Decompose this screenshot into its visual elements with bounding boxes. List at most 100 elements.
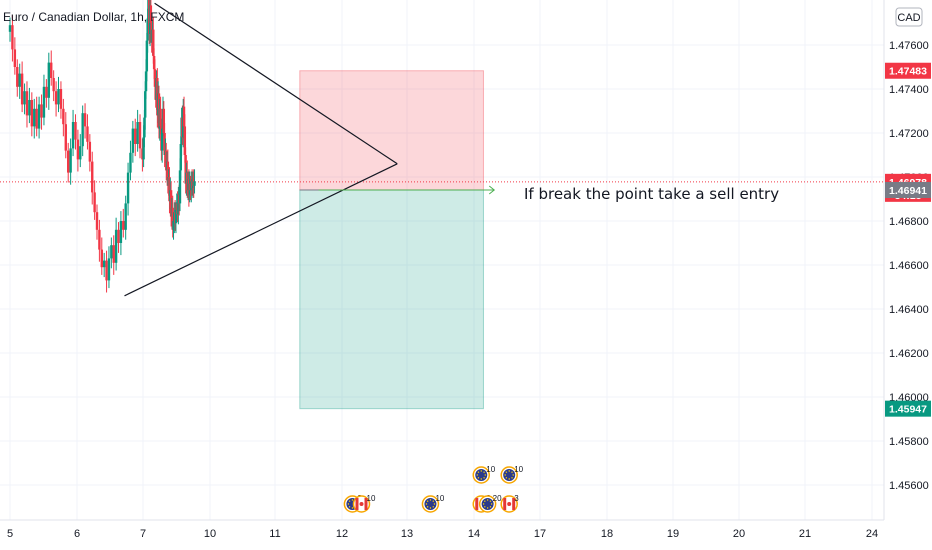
event-count: 10 — [486, 465, 495, 474]
candle — [105, 250, 108, 293]
candle — [129, 140, 132, 181]
candle — [88, 134, 92, 172]
candle — [67, 142, 70, 183]
candle — [30, 92, 34, 137]
candle — [166, 149, 170, 194]
eu-event-icon[interactable]: 10 — [421, 494, 445, 513]
candle — [126, 162, 130, 216]
ca-event-icon[interactable]: 3 — [500, 494, 519, 513]
currency-label: CAD — [897, 12, 920, 24]
y-tick-label: 1.46200 — [889, 348, 929, 360]
candle — [33, 98, 36, 139]
candle — [107, 246, 111, 289]
trendlines[interactable] — [124, 2, 398, 297]
candle — [79, 134, 82, 168]
currency-button[interactable]: CAD — [895, 7, 923, 27]
candle — [11, 15, 14, 62]
svg-text:1.46941: 1.46941 — [889, 185, 927, 197]
event-count: 20 — [493, 494, 502, 503]
candle — [171, 195, 174, 238]
eu-event-icon[interactable]: 10 — [500, 465, 524, 484]
candle — [16, 59, 19, 97]
x-tick-label: 11 — [269, 528, 280, 540]
event-count: 10 — [367, 494, 376, 503]
candle — [112, 235, 115, 275]
candle — [25, 81, 29, 128]
price-label: 1.47483 — [885, 62, 931, 79]
candle — [110, 237, 113, 269]
candle — [45, 79, 48, 108]
candle — [28, 87, 31, 124]
candle — [138, 114, 142, 159]
candle — [37, 96, 41, 139]
candle — [124, 195, 127, 240]
candle — [119, 211, 123, 256]
candle — [83, 103, 87, 139]
lower-trendline[interactable] — [124, 163, 398, 297]
event-count: 10 — [435, 494, 444, 503]
candle — [122, 208, 125, 238]
x-tick-label: 20 — [733, 528, 745, 540]
candle — [23, 83, 26, 115]
x-tick-label: 17 — [534, 528, 546, 540]
y-tick-label: 1.47600 — [889, 40, 929, 52]
candle — [40, 94, 43, 130]
x-tick-label: 24 — [866, 528, 878, 540]
candle — [57, 76, 60, 113]
event-count: 10 — [514, 465, 523, 474]
y-tick-label: 1.45800 — [889, 436, 929, 448]
x-tick-label: 13 — [401, 528, 413, 540]
candle — [76, 129, 80, 172]
price-label: 1.45947 — [885, 400, 931, 417]
candle — [163, 123, 166, 168]
y-tick-label: 1.46600 — [889, 260, 929, 272]
price-label: 1.46941 — [885, 181, 931, 198]
svg-text:1.47483: 1.47483 — [889, 66, 927, 78]
candle — [95, 204, 99, 240]
annotation-text: If break the point take a sell entry — [524, 185, 779, 203]
candle — [102, 252, 106, 278]
y-tick-label: 1.45600 — [889, 480, 929, 492]
position-tool[interactable] — [299, 70, 484, 410]
candles — [8, 0, 196, 293]
upper-trendline[interactable] — [154, 2, 398, 165]
candle — [93, 180, 96, 220]
chart-title: Euro / Canadian Dollar, 1h, FXCM — [3, 10, 184, 24]
candle — [54, 81, 58, 117]
candle — [69, 138, 72, 185]
annotation[interactable]: If break the point take a sell entry — [318, 185, 780, 203]
x-tick-label: 10 — [204, 528, 216, 540]
candle — [193, 169, 196, 194]
x-tick-label: 18 — [601, 528, 613, 540]
time-axis[interactable]: 5 6 7 10 11 12 13 14 17 18 19 20 21 24 — [0, 519, 884, 540]
candle — [177, 186, 180, 225]
y-tick-label: 1.46400 — [889, 304, 929, 316]
arrow-head — [488, 185, 496, 195]
candle — [100, 237, 103, 275]
y-tick-label: 1.47200 — [889, 128, 929, 140]
stop-loss-zone[interactable] — [299, 70, 484, 191]
candle — [13, 37, 17, 75]
x-tick-label: 7 — [140, 528, 146, 540]
candle — [114, 217, 118, 271]
x-tick-label: 6 — [74, 528, 80, 540]
candle — [136, 109, 139, 152]
candle — [134, 118, 137, 157]
eu-event-icon[interactable]: 10 — [472, 465, 496, 484]
take-profit-zone[interactable] — [299, 189, 484, 410]
candle — [8, 17, 12, 42]
candle — [141, 138, 144, 172]
event-markers[interactable]: 2101010220103 — [343, 465, 524, 513]
candle — [71, 109, 75, 157]
candle — [86, 114, 89, 150]
candle — [64, 112, 67, 159]
candle — [52, 70, 55, 102]
candle — [81, 105, 84, 157]
candle — [169, 182, 173, 227]
candle — [47, 52, 51, 110]
eu-event-icon[interactable]: 20 — [478, 494, 502, 513]
ca-event-icon[interactable]: 10 — [352, 494, 376, 513]
price-axis[interactable]: 1.476001.474001.472001.470001.468001.466… — [883, 0, 931, 520]
candle — [184, 147, 187, 194]
